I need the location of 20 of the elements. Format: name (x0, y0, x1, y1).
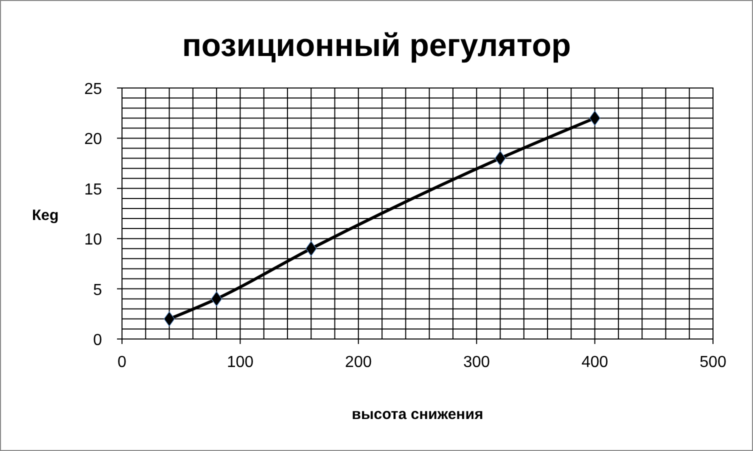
y-tick-label: 5 (93, 282, 102, 299)
y-tick-label: 15 (84, 181, 102, 198)
y-tick-label: 25 (84, 81, 102, 98)
chart-title: позиционный регулятор (182, 27, 571, 63)
y-tick-label: 0 (93, 332, 102, 349)
point (164, 311, 175, 326)
y-axis-title: Кeg (32, 207, 59, 224)
y-tick-label: 10 (84, 232, 102, 249)
x-axis-title: высота снижения (352, 406, 484, 423)
y-tick-label: 20 (84, 131, 102, 148)
point (494, 150, 506, 166)
x-tick-label: 0 (118, 354, 127, 371)
x-tick-label: 100 (226, 354, 254, 371)
x-tick-label: 400 (581, 354, 608, 371)
x-tick-label: 500 (700, 354, 726, 371)
point (306, 241, 317, 256)
x-tick-label: 200 (345, 354, 372, 371)
x-tick-label: 300 (463, 354, 490, 371)
point (589, 110, 600, 126)
point (211, 291, 222, 306)
